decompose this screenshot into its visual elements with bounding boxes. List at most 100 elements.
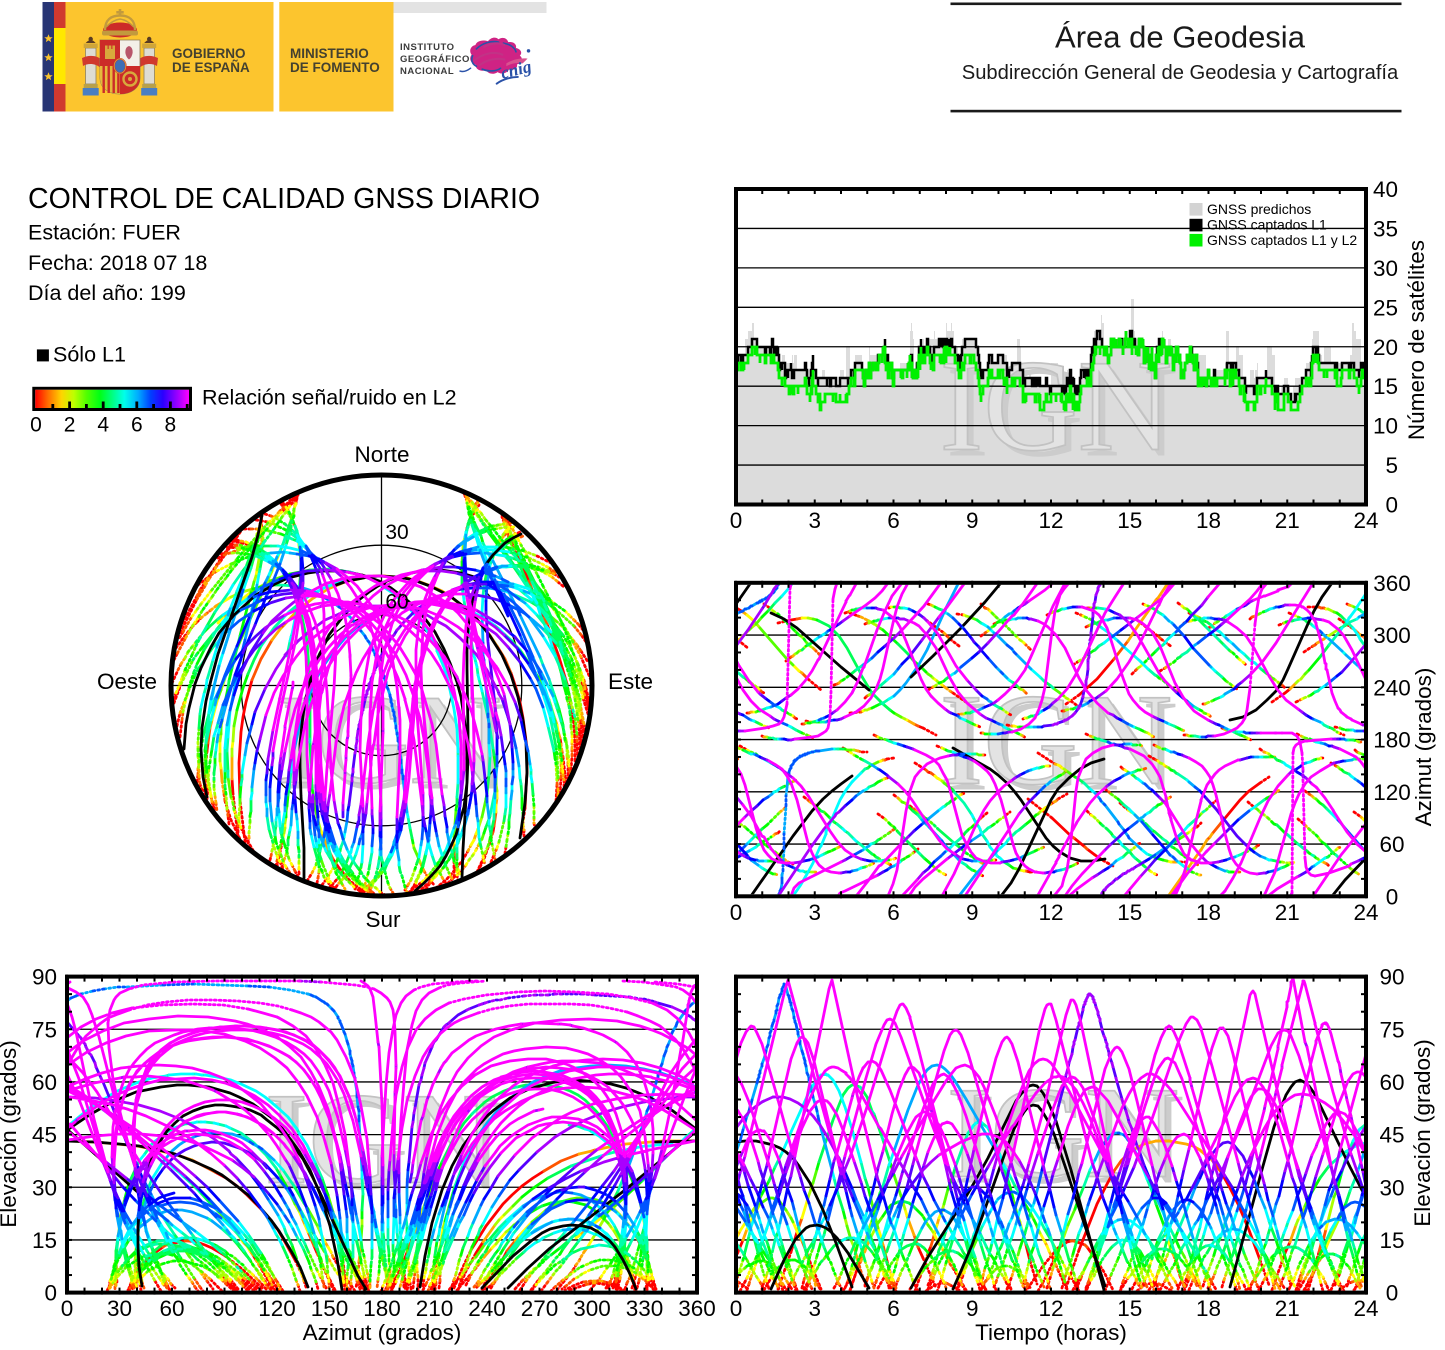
svg-text:60: 60 — [32, 1070, 57, 1095]
svg-text:240: 240 — [468, 1296, 506, 1321]
svg-text:MINISTERIO: MINISTERIO — [290, 46, 369, 61]
svg-text:0: 0 — [730, 1296, 743, 1321]
svg-text:15: 15 — [32, 1228, 57, 1253]
svg-text:3: 3 — [808, 508, 821, 533]
svg-text:300: 300 — [573, 1296, 611, 1321]
svg-text:150: 150 — [311, 1296, 349, 1321]
svg-text:21: 21 — [1275, 1296, 1300, 1321]
svg-text:Día del año: 199: Día del año: 199 — [28, 281, 186, 305]
svg-text:Número de satélites: Número de satélites — [1404, 240, 1429, 440]
svg-text:Fecha: 2018 07 18: Fecha: 2018 07 18 — [28, 251, 207, 275]
svg-text:330: 330 — [626, 1296, 664, 1321]
svg-text:60: 60 — [159, 1296, 184, 1321]
svg-text:DE FOMENTO: DE FOMENTO — [290, 60, 380, 75]
svg-text:15: 15 — [1117, 1296, 1142, 1321]
svg-text:0: 0 — [1386, 1281, 1399, 1306]
svg-text:INSTITUTO: INSTITUTO — [400, 42, 454, 53]
svg-text:9: 9 — [966, 1296, 979, 1321]
svg-text:0: 0 — [30, 414, 42, 437]
svg-text:24: 24 — [1353, 508, 1378, 533]
svg-text:30: 30 — [107, 1296, 132, 1321]
svg-text:12: 12 — [1038, 508, 1063, 533]
svg-text:21: 21 — [1275, 900, 1300, 925]
svg-text:6: 6 — [887, 508, 900, 533]
svg-text:15: 15 — [1373, 374, 1398, 399]
svg-text:6: 6 — [887, 900, 900, 925]
svg-text:Azimut (grados): Azimut (grados) — [1411, 668, 1436, 827]
svg-text:30: 30 — [1379, 1175, 1404, 1200]
svg-text:CONTROL DE CALIDAD GNSS DIARIO: CONTROL DE CALIDAD GNSS DIARIO — [28, 183, 540, 215]
svg-text:24: 24 — [1353, 1296, 1378, 1321]
svg-text:12: 12 — [1038, 1296, 1063, 1321]
svg-text:9: 9 — [966, 508, 979, 533]
svg-text:9: 9 — [966, 900, 979, 925]
svg-text:180: 180 — [1373, 728, 1411, 753]
svg-text:0: 0 — [1386, 884, 1399, 909]
svg-text:75: 75 — [32, 1017, 57, 1042]
svg-text:DE ESPAÑA: DE ESPAÑA — [172, 60, 250, 75]
svg-text:300: 300 — [1373, 623, 1411, 648]
svg-text:Sur: Sur — [365, 907, 401, 932]
svg-text:60: 60 — [385, 591, 408, 614]
svg-text:Subdirección General de Geodes: Subdirección General de Geodesia y Carto… — [962, 62, 1399, 84]
svg-text:GEOGRÁFICO: GEOGRÁFICO — [400, 54, 470, 65]
svg-text:0: 0 — [1385, 493, 1398, 518]
svg-text:GNSS predichos: GNSS predichos — [1207, 201, 1311, 217]
svg-text:20: 20 — [1373, 335, 1398, 360]
svg-text:Sólo L1: Sólo L1 — [53, 343, 126, 367]
svg-text:30: 30 — [1373, 256, 1398, 281]
svg-text:45: 45 — [32, 1123, 57, 1148]
svg-text:Azimut (grados): Azimut (grados) — [303, 1320, 462, 1345]
svg-text:0: 0 — [44, 1281, 57, 1306]
svg-text:25: 25 — [1373, 295, 1398, 320]
svg-text:18: 18 — [1196, 900, 1221, 925]
svg-text:12: 12 — [1038, 900, 1063, 925]
svg-text:Estación: FUER: Estación: FUER — [28, 221, 181, 245]
svg-text:2: 2 — [64, 414, 76, 437]
svg-text:Área de Geodesia: Área de Geodesia — [1055, 20, 1306, 55]
svg-text:90: 90 — [1379, 965, 1404, 990]
svg-text:15: 15 — [1117, 508, 1142, 533]
svg-text:15: 15 — [1117, 900, 1142, 925]
svg-text:75: 75 — [1379, 1017, 1404, 1042]
svg-text:0: 0 — [730, 900, 743, 925]
svg-text:270: 270 — [521, 1296, 559, 1321]
svg-text:18: 18 — [1196, 1296, 1221, 1321]
svg-text:10: 10 — [1373, 414, 1398, 439]
svg-text:Oeste: Oeste — [97, 669, 157, 694]
svg-text:3: 3 — [808, 900, 821, 925]
svg-text:360: 360 — [1373, 571, 1411, 596]
svg-text:30: 30 — [32, 1175, 57, 1200]
svg-text:35: 35 — [1373, 216, 1398, 241]
svg-text:15: 15 — [1379, 1228, 1404, 1253]
svg-text:45: 45 — [1379, 1123, 1404, 1148]
svg-text:Relación señal/ruido en L2: Relación señal/ruido en L2 — [202, 386, 457, 410]
svg-text:21: 21 — [1275, 508, 1300, 533]
svg-text:8: 8 — [165, 414, 177, 437]
svg-text:120: 120 — [1373, 780, 1411, 805]
svg-text:120: 120 — [258, 1296, 296, 1321]
svg-text:180: 180 — [363, 1296, 401, 1321]
svg-text:4: 4 — [97, 414, 109, 437]
svg-text:360: 360 — [678, 1296, 716, 1321]
svg-text:Este: Este — [608, 669, 653, 694]
svg-text:240: 240 — [1373, 675, 1411, 700]
svg-text:GNSS captados L1: GNSS captados L1 — [1207, 217, 1327, 233]
svg-text:6: 6 — [131, 414, 143, 437]
svg-text:Tiempo (horas): Tiempo (horas) — [975, 1320, 1127, 1345]
svg-text:40: 40 — [1373, 177, 1398, 202]
svg-text:GNSS captados L1 y L2: GNSS captados L1 y L2 — [1207, 232, 1357, 248]
svg-text:NACIONAL: NACIONAL — [400, 66, 454, 77]
svg-text:5: 5 — [1385, 453, 1398, 478]
svg-text:0: 0 — [730, 508, 743, 533]
svg-text:90: 90 — [32, 965, 57, 990]
svg-text:0: 0 — [61, 1296, 74, 1321]
svg-text:60: 60 — [1379, 1070, 1404, 1095]
svg-text:Elevación (grados): Elevación (grados) — [0, 1040, 21, 1228]
svg-text:6: 6 — [887, 1296, 900, 1321]
svg-text:18: 18 — [1196, 508, 1221, 533]
svg-text:Elevación (grados): Elevación (grados) — [1410, 1039, 1435, 1227]
svg-text:210: 210 — [416, 1296, 454, 1321]
svg-text:90: 90 — [212, 1296, 237, 1321]
svg-text:IGN: IGN — [946, 340, 1179, 485]
